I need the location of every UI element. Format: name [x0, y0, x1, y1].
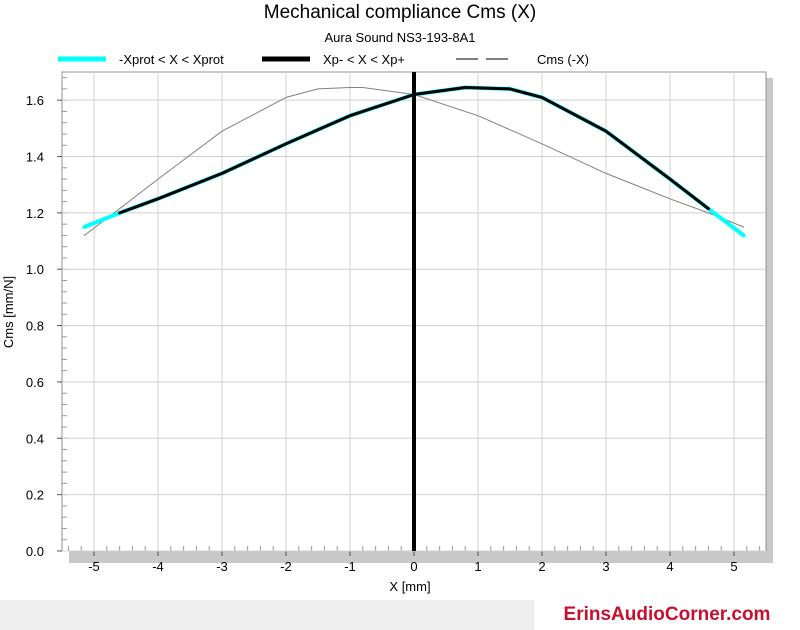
tick-labels: -5 -4 -3 -2 -1 0 1 2 3 4 5 0.0 0.2 0.4 0.6 0.8 1.0 1.2 1.4…: [26, 93, 738, 574]
x-tick-label: 2: [538, 559, 545, 574]
x-axis-label: X [mm]: [389, 579, 430, 594]
chart-svg: -Xprot < X < Xprot Xp- < X < Xp+ Cms (-X…: [1, 52, 773, 594]
x-tick-label: -5: [88, 559, 100, 574]
legend-label-xprot: -Xprot < X < Xprot: [119, 52, 224, 67]
x-tick-label: 4: [666, 559, 673, 574]
x-tick-label: 0: [410, 559, 417, 574]
series: [82, 72, 746, 551]
y-tick-label: 1.0: [26, 262, 44, 277]
y-tick-label: 1.2: [26, 206, 44, 221]
y-tick-label: 0.0: [26, 544, 44, 559]
brand-watermark: ErinsAudioCorner.com: [534, 600, 800, 630]
chart-subtitle: Aura Sound NS3-193-8A1: [324, 30, 476, 45]
y-tick-label: 1.6: [26, 93, 44, 108]
x-tick-label: 3: [602, 559, 609, 574]
x-tick-label: -1: [344, 559, 356, 574]
chart-title: Mechanical compliance Cms (X): [263, 2, 537, 23]
x-tick-label: 5: [730, 559, 737, 574]
legend-label-xp: Xp- < X < Xp+: [323, 52, 405, 67]
series-cms-neg-line: [83, 87, 745, 236]
y-tick-label: 1.4: [26, 150, 44, 165]
x-tick-label: -3: [216, 559, 228, 574]
y-tick-label: 0.2: [26, 488, 44, 503]
legend: -Xprot < X < Xprot Xp- < X < Xp+ Cms (-X…: [58, 52, 589, 67]
y-tick-label: 0.6: [26, 375, 44, 390]
x-tick-label: -4: [152, 559, 164, 574]
series-xp-line: [118, 86, 710, 215]
x-tick-label: 1: [474, 559, 481, 574]
y-tick-label: 0.8: [26, 319, 44, 334]
y-axis-label: Cms [mm/N]: [1, 276, 16, 348]
legend-label-cms-neg: Cms (-X): [537, 52, 589, 67]
y-tick-label: 0.4: [26, 431, 44, 446]
x-tick-label: -2: [280, 559, 292, 574]
